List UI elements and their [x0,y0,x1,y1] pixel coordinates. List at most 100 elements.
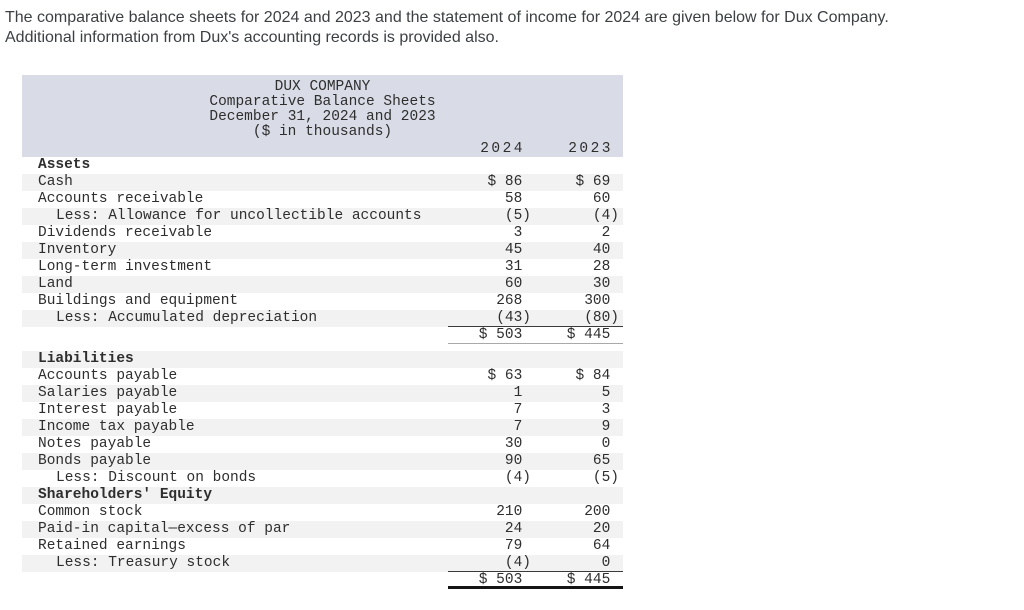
table-row: Accounts payable $ 63 $ 84 [22,368,623,385]
row-values: (4) 0 [448,555,623,572]
value-2024: 31 [504,259,531,275]
row-values: 7 9 [448,419,623,436]
table-row: Salaries payable 1 5 [22,385,623,402]
row-label: Shareholders' Equity [38,487,213,503]
table-row: Buildings and equipment 268 300 [22,293,623,310]
table-row: Accounts receivable 58 60 [22,191,623,208]
balance-sheet-table: DUX COMPANY Comparative Balance Sheets D… [22,75,623,594]
row-values: (4) (5) [448,470,623,487]
row-label: Liabilities [38,351,134,367]
value-2024 [448,157,535,174]
value-2024: $ 86 [487,174,531,190]
value-2023: 65 [592,453,619,469]
row-values: 3 2 [448,225,623,242]
row-values: 90 65 [448,453,623,470]
row-values [448,487,623,504]
row-values: $ 503 $ 445 [448,572,623,589]
row-values: 79 64 [448,538,623,555]
value-2023: 28 [592,259,619,275]
column-header-2024: 2024 [480,141,525,157]
row-values [448,157,623,174]
row-label: Accounts payable [38,368,178,384]
table-row: Notes payable 30 0 [22,436,623,453]
value-2024: 3 [513,225,531,241]
value-2024: 60 [504,276,531,292]
table-row: Paid-in capital—excess of par 24 20 [22,521,623,538]
row-label: Dividends receivable [38,225,213,241]
problem-statement: The comparative balance sheets for 2024 … [0,0,1024,48]
value-2024: (5) [504,208,531,224]
row-values: (43) (80) [448,310,623,327]
value-2024: (4) [504,555,531,571]
row-values: 58 60 [448,191,623,208]
row-label: Long-term investment [38,259,213,275]
company-name: DUX COMPANY [274,79,371,95]
value-2023: $ 445 [566,572,619,588]
row-label: Buildings and equipment [38,293,239,309]
section-gap [22,344,623,351]
value-2024: (43) [496,310,531,326]
row-values: $ 86 $ 69 [448,174,623,191]
value-2024: (4) [504,470,531,486]
row-label: Land [38,276,73,292]
value-2023: 5 [601,385,619,401]
table-row: Common stock 210 200 [22,504,623,521]
row-label: Less: Treasury stock [56,555,231,571]
value-2024: 45 [504,242,531,258]
table-row: Cash $ 86 $ 69 [22,174,623,191]
value-2024: 7 [513,402,531,418]
value-2023: 9 [601,419,619,435]
row-label: Common stock [38,504,143,520]
row-values [448,351,623,368]
value-2024: 268 [496,293,531,309]
table-row: Bonds payable 90 65 [22,453,623,470]
value-2024 [448,351,535,368]
value-2024: 24 [504,521,531,537]
row-label: Inventory [38,242,117,258]
value-2023: 0 [601,436,619,452]
table-row: Less: Accumulated depreciation (43) (80) [22,310,623,327]
row-values: 7 3 [448,402,623,419]
section-header-row: Assets [22,157,623,174]
value-2023: (80) [584,310,619,326]
row-label: Income tax payable [38,419,195,435]
row-label: Less: Accumulated depreciation [56,310,318,326]
value-2023 [535,487,623,504]
row-values: (5) (4) [448,208,623,225]
table-row: $ 503 $ 445 [22,572,623,589]
row-label: Retained earnings [38,538,186,554]
table-row: Interest payable 7 3 [22,402,623,419]
problem-statement-line-2: Additional information from Dux's accoun… [5,29,499,46]
problem-statement-line-1: The comparative balance sheets for 2024 … [5,9,889,26]
value-2024: $ 503 [478,327,531,343]
row-values: 30 0 [448,436,623,453]
row-values: $ 63 $ 84 [448,368,623,385]
balance-sheet-rows: Assets Cash $ 86 $ 69 Accounts receivabl… [22,157,623,589]
value-2023: (5) [592,470,619,486]
row-values: $ 503 $ 445 [448,327,623,344]
row-values: 60 30 [448,276,623,293]
table-row: $ 503 $ 445 [22,327,623,344]
row-values: 45 40 [448,242,623,259]
value-2023: $ 445 [566,327,619,343]
value-2023 [535,351,623,368]
value-2023: 2 [601,225,619,241]
row-values: 31 28 [448,259,623,276]
year-header-spacer [22,141,448,157]
value-2023: $ 84 [575,368,619,384]
value-2024: 30 [504,436,531,452]
row-label: Notes payable [38,436,152,452]
row-label: Accounts receivable [38,191,204,207]
value-2023: 30 [592,276,619,292]
statement-units: ($ in thousands) [252,124,393,140]
row-label: Paid-in capital—excess of par [38,521,291,537]
value-2024: 79 [504,538,531,554]
row-label: Less: Discount on bonds [56,470,257,486]
row-label [22,327,448,344]
year-header-row: 2024 2023 [22,141,623,157]
value-2023: 200 [584,504,619,520]
value-2023: 64 [592,538,619,554]
value-2024: 1 [513,385,531,401]
table-row: Less: Treasury stock (4) 0 [22,555,623,572]
table-row: Inventory 45 40 [22,242,623,259]
